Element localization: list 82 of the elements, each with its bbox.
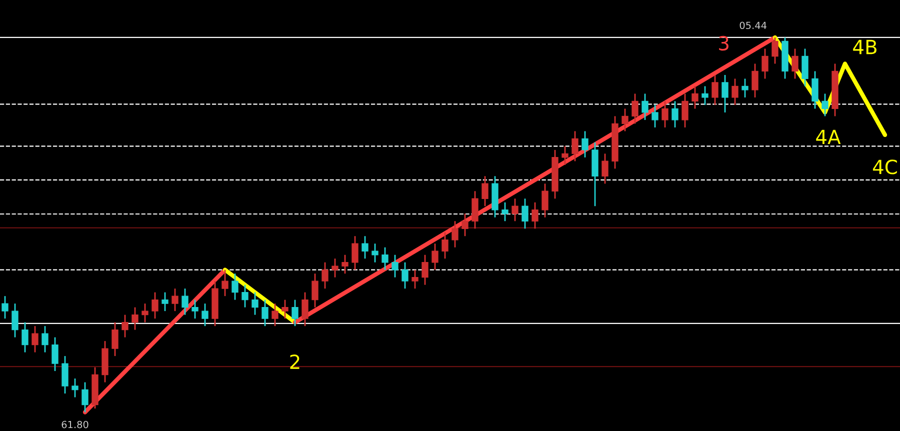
candlestick	[412, 269, 418, 290]
candlestick	[382, 246, 388, 271]
candlestick	[442, 232, 448, 260]
candlestick	[222, 269, 228, 297]
candlestick	[692, 86, 698, 110]
annotation: 4B	[853, 40, 876, 54]
candlestick	[122, 314, 128, 338]
candlestick	[532, 202, 538, 230]
candlestick	[432, 242, 438, 271]
candlestick	[522, 198, 528, 230]
candlestick	[262, 299, 268, 327]
candlestick	[642, 93, 648, 121]
candlestick	[242, 284, 248, 308]
candlestick	[392, 254, 398, 278]
candlestick	[72, 378, 78, 398]
candlestick	[372, 242, 378, 264]
candlestick	[562, 145, 568, 166]
candlestick	[82, 382, 88, 413]
candlestick	[602, 152, 608, 184]
candlestick	[582, 130, 588, 158]
candlestick	[512, 198, 518, 222]
candlestick	[722, 74, 728, 114]
candlestick	[22, 322, 28, 353]
candlestick	[342, 254, 348, 274]
annotation: 2	[290, 354, 300, 369]
candlestick	[682, 93, 688, 128]
candlestick	[312, 272, 318, 308]
candlestick	[352, 235, 358, 271]
candlestick	[32, 325, 38, 353]
candlestick	[192, 299, 198, 320]
candlestick	[632, 93, 638, 124]
candlestick	[472, 190, 478, 230]
candlestick	[792, 48, 798, 80]
candlestick	[732, 78, 738, 106]
candlestick	[162, 292, 168, 312]
candlestick	[452, 220, 458, 248]
candlestick	[202, 302, 208, 327]
candlestick	[702, 86, 708, 106]
candlestick	[252, 292, 258, 316]
candlestick	[332, 258, 338, 278]
text: 61.80	[62, 420, 88, 428]
candlestick	[772, 36, 778, 64]
candlestick	[712, 74, 718, 106]
candlestick	[752, 63, 758, 98]
candlestick	[172, 288, 178, 312]
annotation: 3	[719, 36, 728, 51]
annotation: 4C	[872, 160, 897, 174]
candlestick	[132, 306, 138, 331]
candlestick	[622, 108, 628, 132]
candlestick	[762, 48, 768, 80]
candlestick	[422, 254, 428, 286]
candlestick	[182, 288, 188, 316]
candlestick	[282, 299, 288, 320]
candlestick	[672, 100, 678, 128]
candlestick	[402, 262, 408, 290]
annotation: 4A	[816, 130, 841, 144]
candlestick	[362, 235, 368, 260]
candlestick	[572, 130, 578, 162]
candlestick	[462, 212, 468, 237]
candlestick	[112, 322, 118, 357]
candlestick	[152, 292, 158, 320]
candlestick	[2, 295, 8, 320]
candlestick	[502, 202, 508, 222]
candlestick	[802, 48, 808, 87]
text: 05.44	[740, 22, 766, 30]
candlestick	[272, 302, 278, 327]
candlestick	[62, 355, 68, 394]
candlestick	[812, 70, 818, 110]
candlestick	[302, 292, 308, 327]
candlestick	[142, 302, 148, 324]
candlestick	[652, 104, 658, 128]
candlestick	[742, 78, 748, 98]
candlestick	[662, 100, 668, 128]
candlestick	[232, 272, 238, 301]
candlestick	[42, 325, 48, 353]
candlestick	[52, 336, 58, 372]
candlestick	[12, 302, 18, 338]
candlestick	[542, 182, 548, 218]
candlestick	[322, 262, 328, 290]
candlestick	[822, 93, 828, 117]
candlestick	[482, 175, 488, 207]
candlestick	[292, 299, 298, 327]
